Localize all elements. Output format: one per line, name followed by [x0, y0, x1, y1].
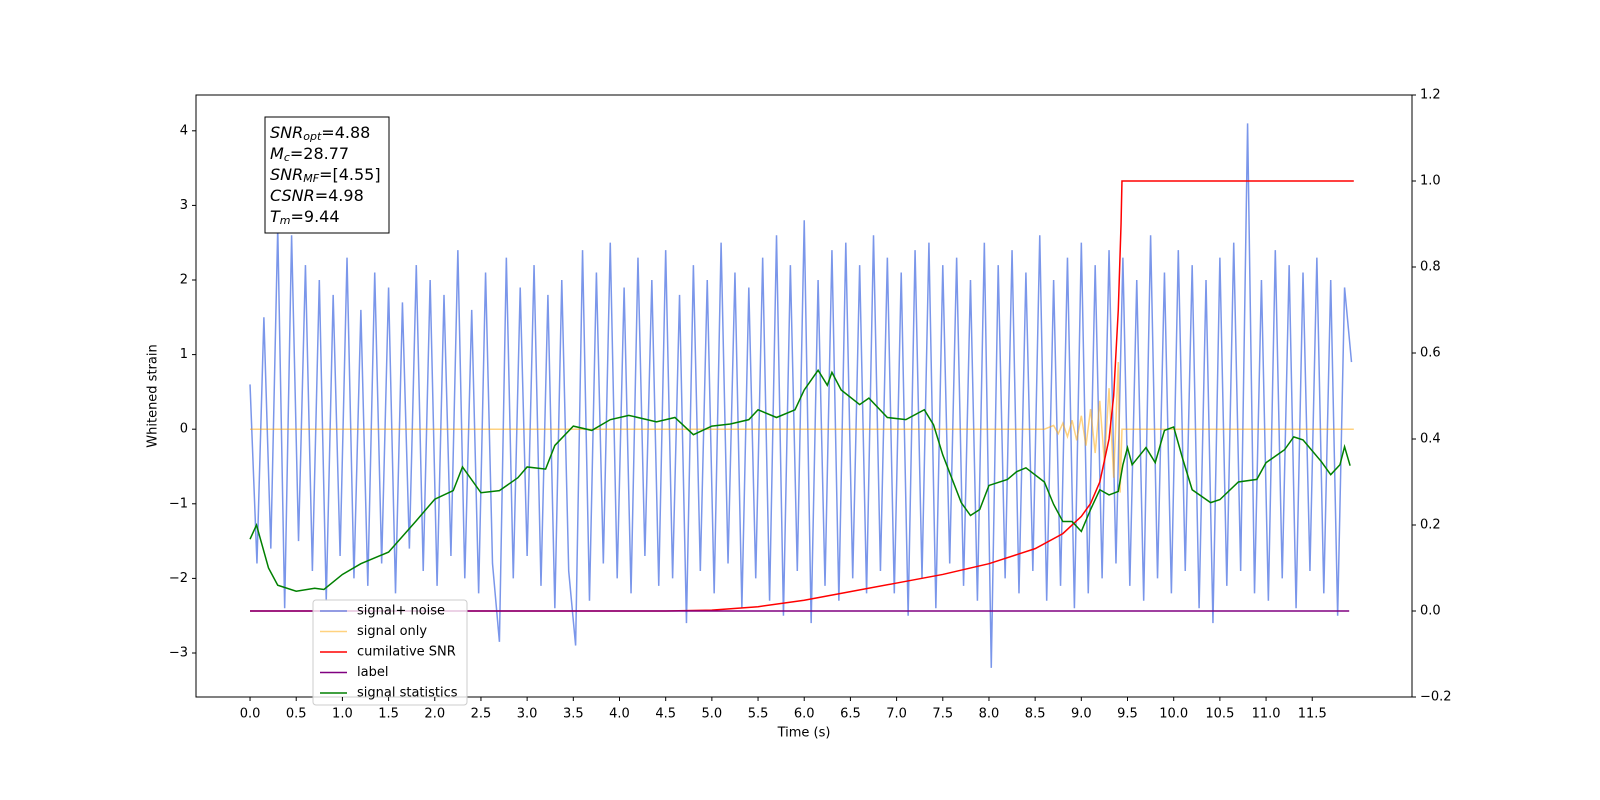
x-tick-label: 10.0	[1159, 707, 1188, 722]
legend-frame	[312, 599, 468, 706]
legend-label: signal only	[357, 624, 427, 639]
x-tick-label: 4.0	[609, 707, 630, 722]
annotation-line: SNRopt=4.88	[270, 123, 370, 144]
x-tick-label: 10.5	[1205, 707, 1234, 722]
annotation-symbol: T	[270, 207, 281, 226]
x-tick-label: 1.5	[378, 707, 399, 722]
annotation-value: =[4.55]	[319, 165, 381, 184]
x-tick-label: 0.0	[240, 707, 261, 722]
annotation-line: CSNR=4.98	[270, 186, 364, 205]
x-tick-label: 9.0	[1071, 707, 1092, 722]
y-tick-label: −1	[169, 496, 188, 511]
annotation-symbol: M	[270, 144, 284, 163]
y2-tick-label: 0.2	[1420, 518, 1441, 533]
y-tick-label: 0	[180, 422, 188, 437]
x-tick-label: 8.0	[979, 707, 1000, 722]
annotation-line: Tm=9.44	[270, 207, 340, 228]
series-line	[250, 180, 1354, 612]
x-tick-label: 8.5	[1025, 707, 1046, 722]
y2-tick-label: −0.2	[1420, 690, 1452, 705]
plot-area	[249, 123, 1354, 668]
annotation-subscript: MF	[303, 172, 319, 185]
x-tick-label: 6.0	[794, 707, 815, 722]
x-tick-label: 0.5	[286, 707, 307, 722]
legend-label: signal+ noise	[357, 604, 445, 619]
x-tick-label: 2.0	[424, 707, 445, 722]
y-tick-label: 2	[180, 273, 188, 288]
y-tick-label: 3	[180, 198, 188, 213]
annotation-value: =4.88	[321, 123, 370, 142]
x-axis-label: Time (s)	[777, 726, 831, 741]
x-tick-label: 5.5	[748, 707, 769, 722]
y-tick-label: 4	[180, 123, 188, 138]
y2-tick-label: 1.2	[1420, 88, 1441, 103]
y2-tick-label: 0.6	[1420, 346, 1441, 361]
x-tick-label: 1.0	[332, 707, 353, 722]
annotation-line: Mc=28.77	[270, 144, 349, 165]
annotation-line: SNRMF=[4.55]	[270, 165, 381, 186]
annotation-symbol: CSNR	[270, 186, 315, 205]
series-line	[249, 123, 1353, 668]
annotation-subscript: opt	[303, 130, 322, 143]
x-tick-label: 3.5	[563, 707, 584, 722]
x-tick-label: 6.5	[840, 707, 861, 722]
annotation-symbol: SNR	[270, 123, 303, 142]
y-tick-label: 1	[180, 347, 188, 362]
legend: signal+ noise signal only cumilative SNR la…	[312, 599, 468, 706]
y2-tick-label: 1.0	[1420, 174, 1441, 189]
y2-tick-label: 0.8	[1420, 260, 1441, 275]
annotation-symbol: SNR	[270, 165, 303, 184]
x-tick-label: 2.5	[471, 707, 492, 722]
x-tick-label: 11.5	[1298, 707, 1327, 722]
y2-tick-label: 0.4	[1420, 432, 1441, 447]
y-axis-label: Whitened strain	[146, 344, 161, 447]
series-line	[250, 362, 1354, 493]
x-tick-label: 4.5	[655, 707, 676, 722]
y2-tick-label: 0.0	[1420, 604, 1441, 619]
x-tick-label: 11.0	[1252, 707, 1281, 722]
legend-label: label	[357, 665, 388, 680]
x-tick-label: 3.0	[517, 707, 538, 722]
y-tick-label: −2	[169, 571, 188, 586]
x-tick-label: 7.0	[886, 707, 907, 722]
annotation-subscript: c	[284, 151, 290, 164]
annotation-subscript: m	[280, 214, 291, 227]
annotation-box: SNRopt=4.88Mc=28.77SNRMF=[4.55]CSNR=4.98…	[264, 116, 390, 234]
legend-label: signal statistics	[357, 686, 458, 701]
annotation-frame	[264, 116, 390, 234]
y-tick-label: −3	[169, 645, 188, 660]
annotation-value: =4.98	[315, 186, 364, 205]
annotation-value: =9.44	[291, 207, 340, 226]
x-tick-label: 7.5	[932, 707, 953, 722]
x-tick-label: 5.0	[702, 707, 723, 722]
series-line	[249, 368, 1351, 592]
x-tick-label: 9.5	[1117, 707, 1138, 722]
legend-label: cumilative SNR	[357, 645, 456, 660]
annotation-value: =28.77	[290, 144, 349, 163]
